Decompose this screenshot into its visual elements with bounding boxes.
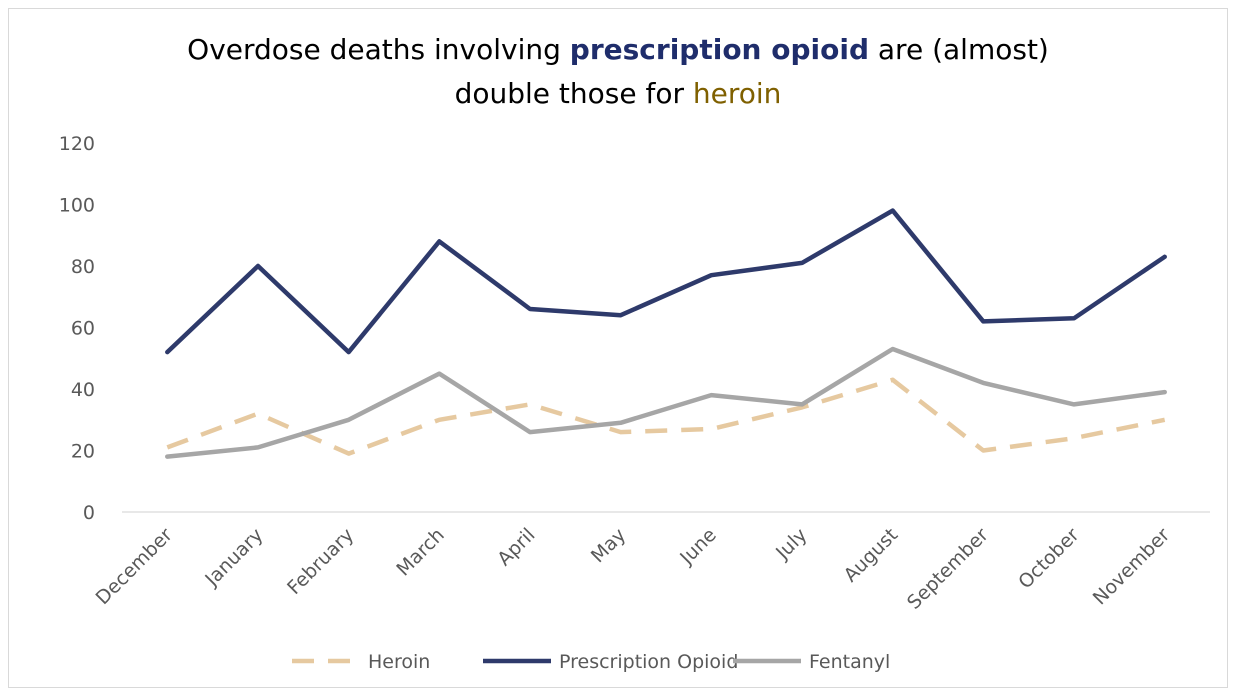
legend: Heroin Prescription Opioid Fentanyl xyxy=(292,651,890,673)
y-tick-label: 120 xyxy=(59,133,95,155)
y-tick-label: 80 xyxy=(71,256,95,278)
x-tick-label: July xyxy=(771,524,811,564)
x-tick-label: May xyxy=(587,524,630,567)
x-tick-label: September xyxy=(903,524,993,614)
series-group xyxy=(165,208,1167,459)
x-tick-label: June xyxy=(675,524,721,570)
title-emphasis-heroin: heroin xyxy=(692,77,782,110)
y-tick-label: 60 xyxy=(71,318,95,340)
chart-title-line1: Overdose deaths involving prescription o… xyxy=(0,28,1236,72)
legend-label: Heroin xyxy=(368,651,430,673)
x-axis: December January February March April May June… xyxy=(92,511,1210,614)
legend-label: Fentanyl xyxy=(809,651,890,673)
x-tick-label: November xyxy=(1089,524,1175,610)
chart-title-line2: double those for heroin xyxy=(0,72,1236,116)
x-tick-label: March xyxy=(392,524,449,581)
series-line-heroin xyxy=(166,377,1166,456)
y-tick-label: 20 xyxy=(71,441,95,463)
chart-title: Overdose deaths involving prescription o… xyxy=(0,28,1236,116)
x-tick-label: April xyxy=(493,524,539,570)
x-tick-label: August xyxy=(840,524,903,587)
title-line2-prefix: double those for xyxy=(454,77,693,110)
y-axis: 0 20 40 60 80 100 120 xyxy=(59,133,95,524)
x-tick-label: October xyxy=(1014,524,1083,593)
title-emphasis-prescription-opioid: prescription opioid xyxy=(569,33,869,66)
title-line1-suffix: are (almost) xyxy=(869,33,1049,66)
legend-label: Prescription Opioid xyxy=(559,651,738,673)
x-tick-label: February xyxy=(283,524,358,599)
x-tick-label: January xyxy=(200,524,267,591)
x-tick-label: December xyxy=(92,524,177,609)
y-tick-label: 0 xyxy=(83,502,95,524)
y-tick-label: 100 xyxy=(59,195,95,217)
y-tick-label: 40 xyxy=(71,379,95,401)
title-line1-prefix: Overdose deaths involving xyxy=(187,33,570,66)
series-line-fentanyl xyxy=(165,346,1167,459)
chart-frame xyxy=(8,8,1228,688)
series-line-prescription-opioid xyxy=(165,208,1167,355)
